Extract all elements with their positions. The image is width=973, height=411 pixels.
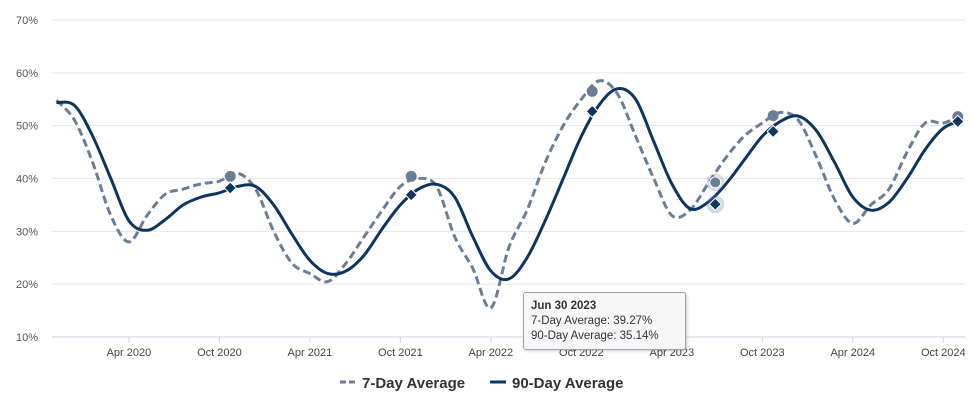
tooltip-date: Jun 30 2023 [531,300,597,312]
series-lines [55,79,963,310]
marker-90-day [585,104,599,119]
x-tick-label: Apr 2022 [469,347,514,359]
x-axis: Apr 2020 Oct 2020 Apr 2021 Oct 2021 Apr 2022… [107,337,966,359]
marker-90-day [951,114,965,129]
marker-7-day [709,176,722,189]
y-tick-label: 40% [16,174,38,186]
tooltip: Jun 30 2023 7-Day Average: 39.27% 90-Day… [523,292,686,350]
series-line-90-day [56,87,962,282]
x-tick-label: Apr 2024 [830,347,875,359]
y-axis: 10% 20% 30% 40% 50% 60% 70% [16,15,38,344]
series-markers [223,85,965,214]
legend-label-90-day: 90-Day Average [512,375,623,392]
x-tick-label: Apr 2023 [649,347,694,359]
marker-90-day [708,197,722,211]
x-tick-label: Oct 2022 [559,347,604,359]
marker-90-day [223,181,237,195]
tooltip-90-day: 90-Day Average: 35.14% [531,330,659,342]
marker-90-day [766,124,780,139]
y-tick-label: 50% [16,121,38,133]
y-tick-label: 60% [16,68,38,80]
y-tick-label: 30% [16,226,38,238]
gridlines [52,19,965,338]
legend[interactable]: 7-Day Average 90-Day Average [340,375,623,392]
x-tick-label: Oct 2024 [921,347,966,359]
x-tick-label: Apr 2020 [107,347,152,359]
y-tick-label: 10% [16,332,38,344]
legend-item-7-day[interactable]: 7-Day Average [340,375,465,392]
y-tick-label: 20% [16,279,38,291]
x-tick-label: Apr 2021 [288,347,333,359]
y-tick-label: 70% [16,15,38,27]
marker-90-day [404,188,418,202]
marker-7-day [767,110,779,122]
x-tick-label: Oct 2021 [378,347,423,359]
marker-7-day [405,170,417,182]
x-tick-label: Oct 2020 [197,347,242,359]
legend-label-7-day: 7-Day Average [362,375,465,392]
marker-7-day [224,170,236,182]
series-line-7-day [55,79,963,310]
legend-item-90-day[interactable]: 90-Day Average [490,375,623,392]
marker-7-day [586,85,598,97]
x-tick-label: Oct 2023 [740,347,785,359]
tooltip-7-day: 7-Day Average: 39.27% [531,315,653,327]
